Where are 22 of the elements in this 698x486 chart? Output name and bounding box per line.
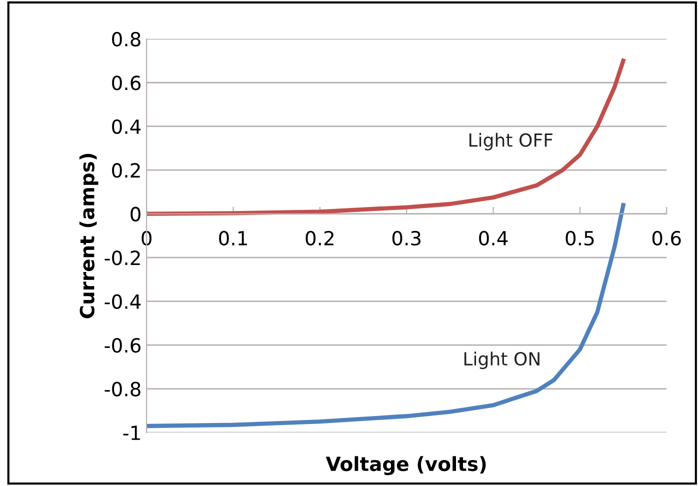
series-label: Light OFF xyxy=(469,132,552,150)
x-tick-label: 0.5 xyxy=(566,230,594,246)
x-tick-label: 0.1 xyxy=(219,230,247,246)
x-tick-label: 0.3 xyxy=(392,230,420,246)
y-tick-label: 0.4 xyxy=(112,119,141,134)
y-tick-label: -1 xyxy=(123,426,140,440)
line-series xyxy=(146,58,626,216)
y-tick-label: -0.6 xyxy=(104,338,140,353)
y-tick-label: 0 xyxy=(130,206,140,222)
y-tick-label: -0.2 xyxy=(104,250,140,266)
x-tick-label: 0 xyxy=(142,230,152,246)
y-tick-label: -0.8 xyxy=(104,382,140,396)
x-tick-label: 0.6 xyxy=(652,230,681,246)
y-tick-label: 0.6 xyxy=(112,76,140,90)
x-tick-label: 0.4 xyxy=(479,230,508,246)
x-axis-title: Voltage (volts) xyxy=(326,456,486,476)
x-tick-label: 0.2 xyxy=(306,230,334,246)
y-axis-title: Current (amps) xyxy=(79,154,98,318)
y-tick-label: -0.4 xyxy=(104,294,141,309)
series-label: Light ON xyxy=(464,352,540,370)
y-tick-label: 0.8 xyxy=(112,32,140,47)
y-tick-label: 0.2 xyxy=(112,163,140,178)
